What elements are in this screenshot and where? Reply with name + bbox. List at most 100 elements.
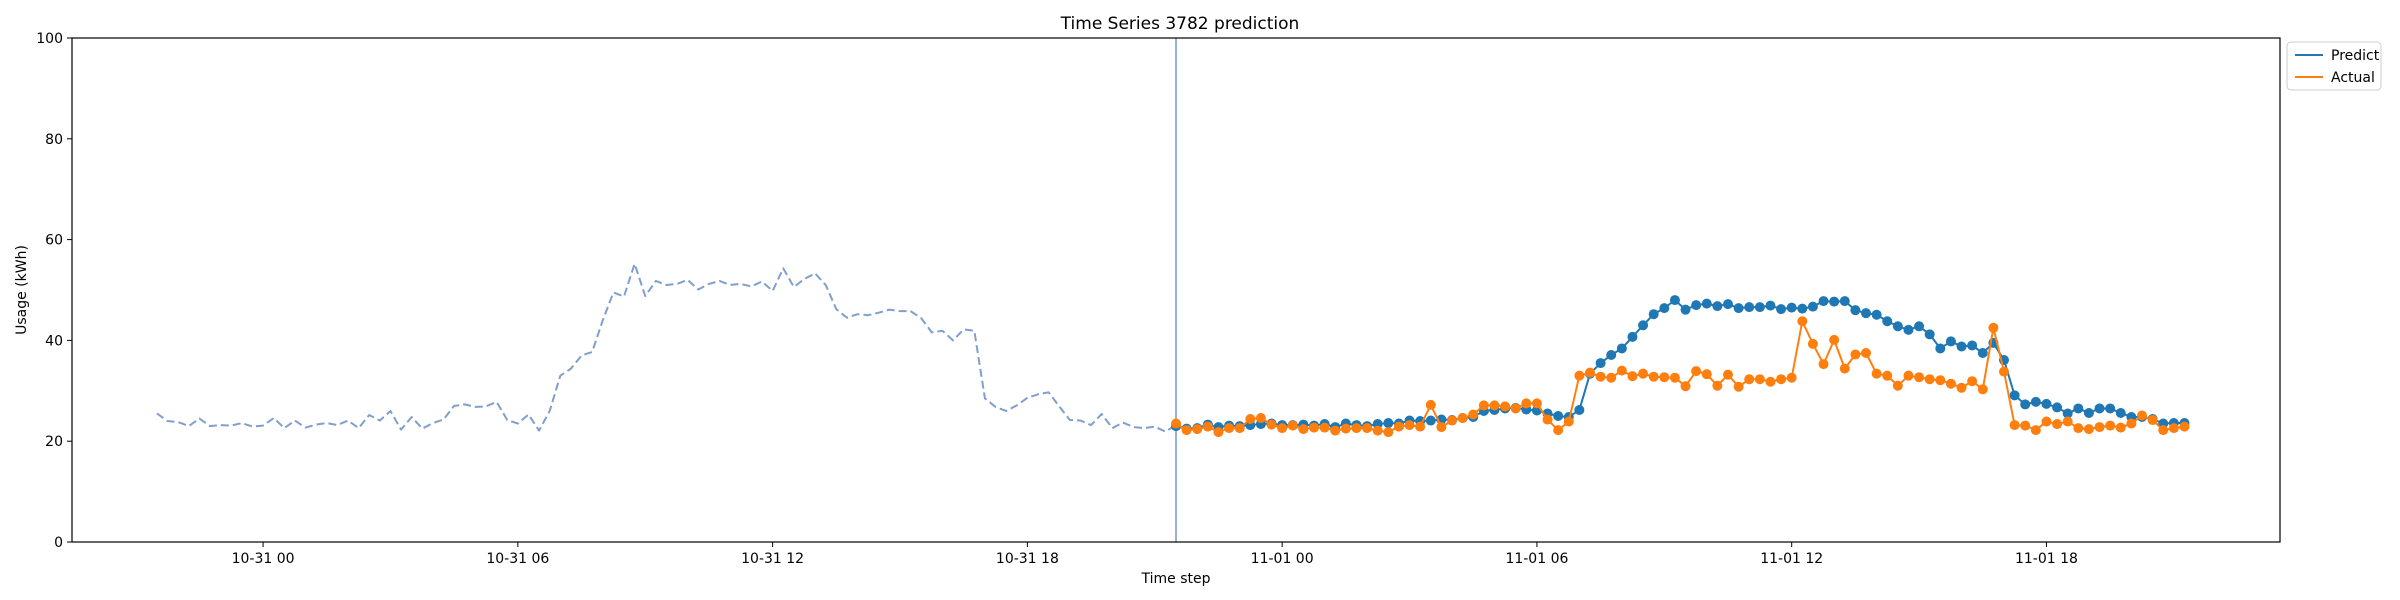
x-axis: 10-31 00 10-31 06 10-31 12 10-31 18 11-01 00… xyxy=(232,542,2078,567)
predict-point xyxy=(1553,411,1564,421)
actual-point xyxy=(1638,368,1649,379)
actual-point xyxy=(2094,422,2105,433)
actual-point xyxy=(1850,349,1861,360)
predict-point xyxy=(1638,320,1649,331)
actual-point xyxy=(1956,382,1967,393)
actual-point xyxy=(1436,422,1447,433)
y-axis: 0 20 40 60 80 100 xyxy=(36,31,72,551)
actual-point xyxy=(1245,414,1256,425)
actual-point xyxy=(1924,374,1935,385)
predict-point xyxy=(1776,304,1787,315)
predict-point xyxy=(1733,303,1744,314)
y-tick-label: 0 xyxy=(54,535,63,551)
actual-point xyxy=(1468,409,1479,420)
actual-point xyxy=(2137,410,2147,421)
y-axis-title: Usage (kWh) xyxy=(14,245,30,335)
actual-point xyxy=(1447,415,1457,426)
actual-point xyxy=(1861,348,1871,358)
actual-point xyxy=(1234,423,1245,434)
actual-point xyxy=(1224,423,1235,434)
predict-point xyxy=(1818,296,1829,307)
actual-point xyxy=(1871,368,1882,379)
predict-point xyxy=(1765,300,1776,311)
actual-point xyxy=(1181,425,1192,436)
predict-point xyxy=(2062,408,2073,419)
actual-point xyxy=(1489,400,1500,411)
actual-point xyxy=(2147,415,2158,426)
actual-point xyxy=(1415,421,1426,432)
predict-point xyxy=(1850,305,1861,316)
predict-point xyxy=(2041,398,2052,409)
legend: Predict Actual xyxy=(2286,41,2382,91)
predict-point xyxy=(2083,407,2094,418)
actual-point xyxy=(2062,416,2073,427)
actual-point xyxy=(1744,374,1755,385)
predict-point xyxy=(1425,415,1436,426)
actual-point xyxy=(1393,421,1404,432)
actual-point xyxy=(1839,363,1850,374)
x-tick-label: 11-01 06 xyxy=(1505,551,1568,567)
predict-point xyxy=(1977,348,1988,358)
predict-point xyxy=(1861,308,1871,319)
predict-point xyxy=(1744,302,1755,313)
predict-point xyxy=(1924,329,1935,340)
actual-point xyxy=(1765,376,1776,387)
actual-point xyxy=(1988,322,1999,333)
predict-point xyxy=(1882,316,1893,327)
predict-point xyxy=(1797,303,1808,314)
predict-point xyxy=(1956,341,1967,352)
actual-point xyxy=(1563,416,1574,427)
actual-point xyxy=(1945,378,1956,389)
x-tick-label: 10-31 18 xyxy=(996,551,1059,567)
actual-point xyxy=(1829,334,1840,345)
predict-point xyxy=(1892,321,1903,332)
actual-point xyxy=(1340,423,1351,434)
actual-point xyxy=(2083,424,2094,435)
actual-point xyxy=(1669,372,1680,383)
actual-point xyxy=(1977,384,1988,395)
actual-point xyxy=(2168,423,2179,434)
actual-point xyxy=(1882,370,1893,381)
actual-point xyxy=(1500,401,1511,412)
predict-point xyxy=(1648,309,1659,320)
predict-point xyxy=(1595,358,1606,369)
predict-point xyxy=(1680,304,1691,315)
y-tick-label: 100 xyxy=(36,31,63,47)
actual-point xyxy=(1372,425,1383,436)
actual-point xyxy=(1330,425,1341,436)
predict-point xyxy=(1606,350,1617,361)
actual-point xyxy=(1935,375,1946,386)
actual-point xyxy=(1807,338,1818,349)
predict-point xyxy=(1871,309,1882,320)
actual-point xyxy=(2041,416,2052,427)
predict-point xyxy=(1945,336,1956,347)
actual-point xyxy=(2009,420,2020,431)
actual-point xyxy=(1691,366,1702,377)
legend-label-actual: Actual xyxy=(2331,70,2375,86)
predict-point xyxy=(1669,295,1680,306)
actual-point xyxy=(1531,398,1542,409)
actual-point xyxy=(2020,420,2031,431)
actual-point xyxy=(1383,427,1394,438)
history-series-line xyxy=(156,262,1177,433)
legend-label-predict: Predict xyxy=(2331,48,2380,64)
actual-point xyxy=(1319,422,1330,433)
predict-point xyxy=(1383,418,1394,429)
actual-point xyxy=(1818,359,1829,370)
plot-frame xyxy=(71,37,2281,543)
y-tick-label: 80 xyxy=(45,132,63,148)
actual-point xyxy=(1266,419,1277,430)
actual-point xyxy=(1701,369,1712,380)
x-tick-label: 10-31 12 xyxy=(741,551,804,567)
x-tick-label: 11-01 12 xyxy=(1760,551,1823,567)
actual-point xyxy=(1797,316,1808,327)
actual-point xyxy=(1999,366,2009,377)
actual-point xyxy=(1457,413,1468,424)
predict-point xyxy=(1903,324,1914,335)
actual-point xyxy=(1553,425,1564,436)
actual-point xyxy=(1255,413,1266,424)
actual-point xyxy=(1277,423,1288,434)
predict-point xyxy=(2030,396,2041,407)
actual-point xyxy=(1287,420,1298,431)
